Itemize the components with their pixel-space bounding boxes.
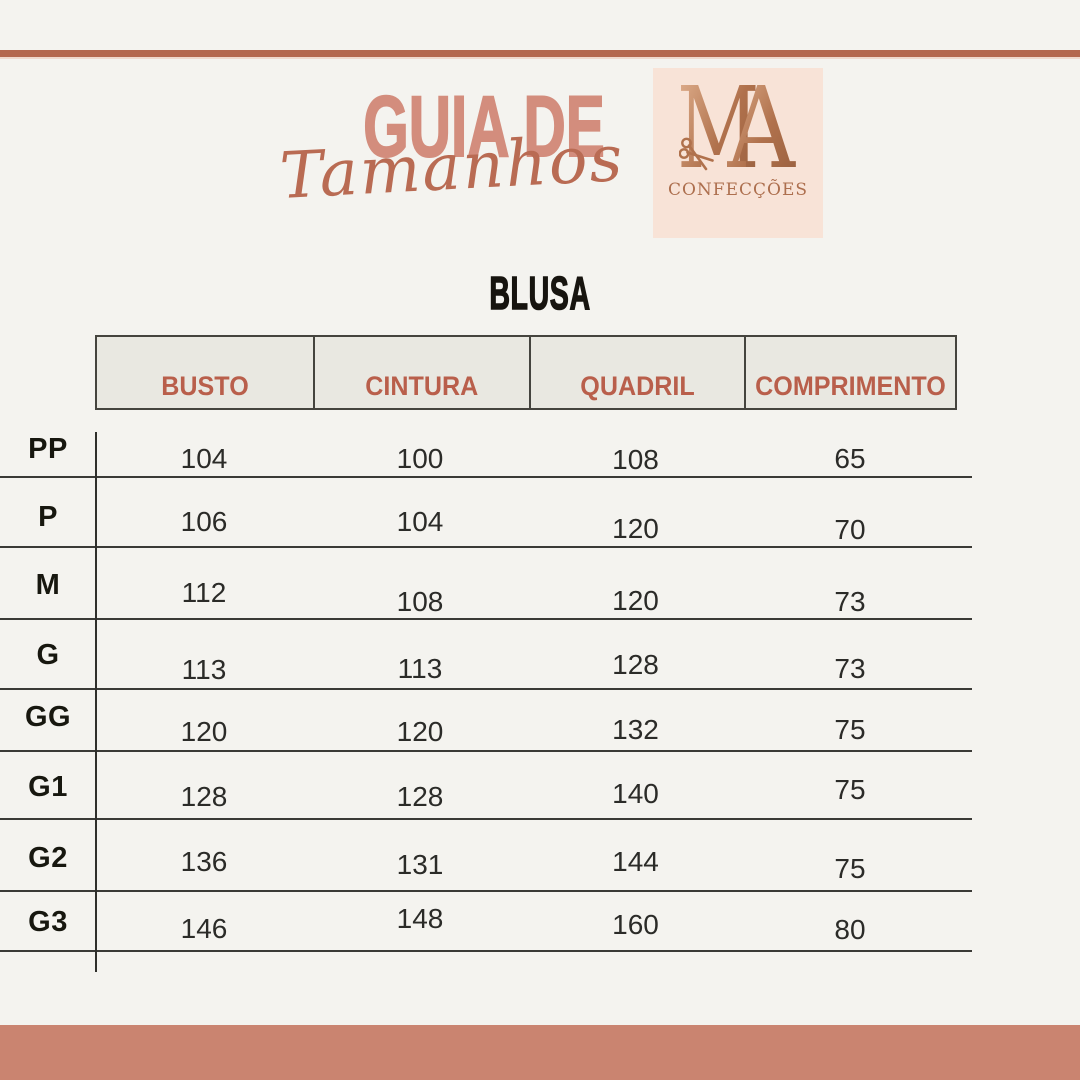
measurement-cell: 108 — [396, 586, 444, 617]
column-header-label: COMPRIMENTO — [755, 371, 946, 401]
column-header: BUSTO — [97, 337, 313, 408]
measurement-cell: 144 — [612, 846, 659, 877]
page-title-line1: GUIA DE — [363, 79, 606, 175]
measurement-cell: 73 — [834, 586, 866, 617]
size-table-header: BUSTO CINTURA QUADRIL COMPRIMENTO — [95, 335, 957, 410]
measurement-cell: 106 — [180, 506, 228, 537]
table-row: G2 136 131 144 75 — [0, 820, 972, 892]
measurement-cell: 120 — [612, 585, 659, 616]
measurement-cell: 140 — [612, 778, 659, 809]
page-title-line2: Tamanhos — [278, 122, 626, 214]
column-header: CINTURA — [313, 337, 529, 408]
measurement-cell: 70 — [834, 514, 866, 545]
measurement-cell: 128 — [396, 781, 444, 812]
measurement-cell: 75 — [834, 774, 866, 805]
measurement-cell: 160 — [612, 909, 659, 940]
scissors-icon — [679, 137, 714, 171]
top-accent-bar-highlight — [0, 57, 1080, 59]
column-header-label: BUSTO — [161, 371, 249, 401]
measurement-cell: 146 — [180, 913, 228, 944]
top-accent-bar — [0, 50, 1080, 57]
logo-monogram-a: A — [727, 64, 796, 194]
table-row: P 106 104 120 70 — [0, 478, 972, 548]
measurement-cell: 104 — [180, 443, 228, 474]
measurement-cell: 75 — [834, 714, 866, 745]
measurement-cell: 136 — [180, 846, 228, 877]
size-label-cell: GG — [24, 701, 72, 733]
size-label-cell: G2 — [28, 842, 68, 874]
measurement-cell: 65 — [834, 443, 866, 474]
column-header: QUADRIL — [529, 337, 744, 408]
measurement-cell: 120 — [180, 716, 228, 747]
size-label-cell: PP — [28, 433, 68, 465]
size-label-cell: M — [35, 569, 61, 601]
measurement-cell: 104 — [396, 506, 444, 537]
measurement-cell: 113 — [397, 653, 443, 684]
column-header-label: CINTURA — [365, 371, 479, 401]
table-row: G1 128 128 140 75 — [0, 752, 972, 820]
size-label-cell: P — [38, 501, 58, 533]
size-column-divider — [95, 432, 97, 972]
table-row: M 112 108 120 73 — [0, 548, 972, 620]
measurement-cell: 128 — [612, 649, 659, 680]
measurement-cell: 132 — [612, 714, 659, 745]
table-row: G 113 113 128 73 — [0, 620, 972, 690]
measurement-cell: 112 — [181, 577, 227, 608]
measurement-cell: 108 — [612, 444, 659, 475]
column-header: COMPRIMENTO — [744, 337, 955, 408]
table-row: GG 120 120 132 75 — [0, 690, 972, 752]
footer-bar: MA_CONFECC (31) 99727-7807 — [0, 1025, 1080, 1080]
measurement-cell: 131 — [396, 849, 444, 880]
measurement-cell: 80 — [834, 914, 866, 945]
measurement-cell: 73 — [834, 653, 866, 684]
size-label-cell: G3 — [28, 906, 68, 938]
table-row: PP 104 100 108 65 — [0, 410, 972, 478]
measurement-cell: 148 — [396, 903, 444, 934]
size-table-body: PP 104 100 108 65 P 106 104 120 70 M 112 108 120 73 G 11… — [0, 410, 972, 952]
measurement-cell: 120 — [396, 716, 444, 747]
measurement-cell: 128 — [180, 781, 228, 812]
measurement-cell: 75 — [834, 853, 866, 884]
measurement-cell: 120 — [612, 513, 659, 544]
column-header-label: QUADRIL — [580, 371, 695, 401]
table-row: G3 146 148 160 80 — [0, 892, 972, 952]
product-title: BLUSA — [489, 267, 591, 319]
measurement-cell: 100 — [396, 443, 444, 474]
measurement-cell: 113 — [181, 654, 227, 685]
size-label-cell: G — [36, 639, 60, 671]
size-label-cell: G1 — [28, 771, 68, 803]
brand-logo: M A CONFECÇÕES — [653, 68, 823, 238]
logo-brand-name: CONFECÇÕES — [667, 180, 809, 200]
logo-monogram-m: M — [677, 64, 760, 194]
